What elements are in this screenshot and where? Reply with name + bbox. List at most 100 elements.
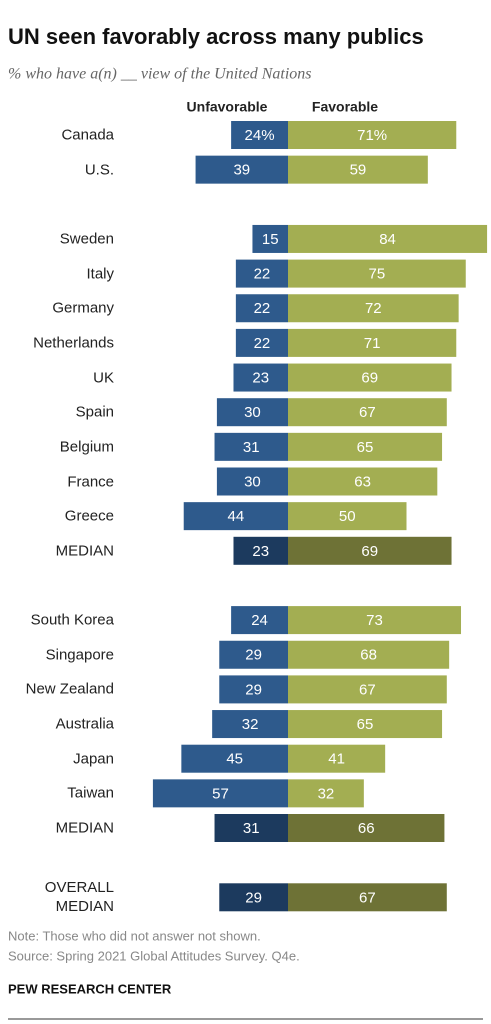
value-label: 24%	[245, 127, 275, 144]
category-label: UK	[93, 369, 114, 387]
category-label: U.S.	[84, 161, 114, 179]
value-label: 31	[243, 820, 260, 837]
value-label: 32	[242, 716, 259, 733]
category-label: Netherlands	[33, 334, 114, 352]
value-label: 24	[251, 612, 268, 629]
bar	[288, 259, 466, 288]
value-label: 59	[350, 162, 367, 179]
value-label: 71%	[357, 127, 387, 144]
category-label: OVERALL MEDIAN	[44, 879, 114, 916]
bar	[231, 121, 288, 149]
value-label: 45	[226, 751, 243, 768]
bar	[288, 294, 459, 323]
bar	[231, 606, 288, 635]
bar	[288, 675, 447, 704]
value-label: 44	[228, 508, 245, 525]
value-label: 67	[359, 681, 376, 698]
value-label: 69	[361, 543, 378, 560]
value-label: 29	[245, 889, 262, 906]
source: Source: Spring 2021 Global Attitudes Sur…	[8, 948, 300, 963]
value-label: 75	[369, 266, 386, 283]
bar	[288, 224, 488, 253]
category-label: Greece	[64, 507, 114, 525]
category-label: Australia	[55, 715, 114, 733]
bar	[288, 155, 428, 184]
category-label: New Zealand	[25, 680, 114, 698]
value-label: 69	[361, 370, 378, 387]
category-label: Japan	[73, 750, 114, 768]
value-label: 73	[366, 612, 383, 629]
bar	[288, 779, 364, 808]
bar	[214, 814, 288, 842]
value-label: 84	[379, 231, 396, 248]
category-label: Canada	[61, 126, 114, 144]
value-label: 50	[339, 508, 356, 525]
value-label: 32	[318, 785, 335, 802]
credit: PEW RESEARCH CENTER	[8, 981, 172, 996]
bar	[233, 536, 288, 565]
value-label: 39	[233, 162, 250, 179]
category-label: South Korea	[30, 611, 114, 629]
bar	[288, 121, 457, 149]
value-label: 15	[262, 231, 279, 248]
bar	[288, 640, 450, 669]
bar	[216, 467, 288, 496]
legend-label: Unfavorable	[187, 99, 268, 115]
bar	[288, 814, 445, 842]
bar	[288, 328, 457, 357]
bar	[288, 502, 407, 531]
legend-label: Favorable	[312, 99, 378, 115]
value-label: 29	[245, 681, 262, 698]
value-label: 67	[359, 889, 376, 906]
category-label: Sweden	[59, 230, 114, 248]
bar	[235, 328, 288, 357]
bar	[183, 502, 288, 531]
category-label: MEDIAN	[55, 819, 114, 837]
bar	[212, 710, 288, 739]
chart-title: UN seen favorably across many publics	[8, 24, 424, 49]
bar	[181, 744, 288, 773]
value-label: 65	[357, 439, 374, 456]
note: Note: Those who did not answer not shown…	[8, 928, 261, 943]
bar	[152, 779, 288, 808]
bar	[288, 710, 443, 739]
value-label: 67	[359, 404, 376, 421]
bar	[219, 675, 288, 704]
value-label: 23	[252, 370, 269, 387]
bar	[288, 467, 438, 496]
category-label: Belgium	[59, 438, 114, 456]
value-label: 22	[254, 266, 271, 283]
value-label: 30	[244, 473, 261, 490]
bar	[235, 294, 288, 323]
value-label: 23	[252, 543, 269, 560]
category-label: France	[67, 473, 114, 490]
category-label: MEDIAN	[55, 542, 114, 560]
value-label: 29	[245, 647, 262, 664]
bar	[219, 883, 288, 912]
value-label: 63	[354, 473, 371, 490]
value-label: 72	[365, 300, 382, 317]
category-label: Singapore	[45, 646, 114, 664]
bar	[252, 224, 288, 253]
bar	[288, 606, 462, 635]
bar	[214, 432, 288, 461]
value-label: 68	[360, 647, 377, 664]
bar	[288, 363, 452, 392]
bar	[288, 744, 386, 773]
value-label: 41	[328, 751, 345, 768]
category-label: Spain	[75, 403, 114, 421]
category-label: Italy	[86, 265, 114, 283]
value-label: 31	[243, 439, 260, 456]
chart-subtitle: % who have a(n) __ view of the United Na…	[8, 66, 312, 83]
bar	[233, 363, 288, 392]
value-label: 65	[357, 716, 374, 733]
bar	[216, 398, 288, 427]
bar	[288, 398, 447, 427]
value-label: 71	[364, 335, 381, 352]
bar	[195, 155, 288, 184]
value-label: 22	[254, 335, 271, 352]
bar	[219, 640, 288, 669]
value-label: 57	[212, 785, 229, 802]
